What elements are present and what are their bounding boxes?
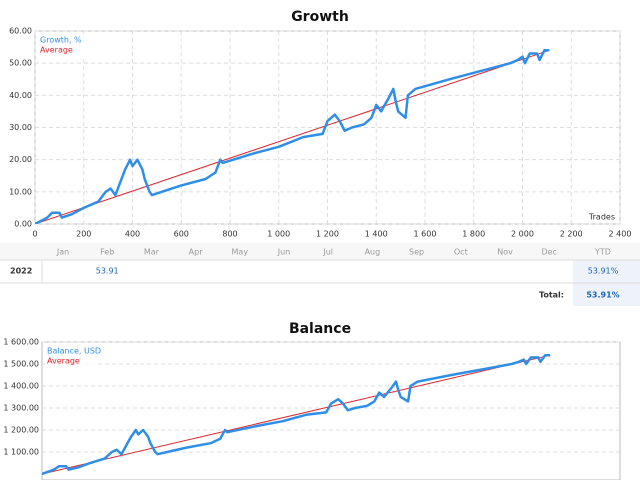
line-series (42, 353, 551, 476)
row-year: 2022 (10, 267, 32, 276)
x-tick-label: 2 400 (609, 230, 632, 239)
x-tick-label: 1 400 (365, 230, 388, 239)
x-tick-label: 200 (76, 230, 91, 239)
lines (42, 353, 551, 476)
month-header: Apr (189, 248, 204, 257)
x-tick-label: 1 600 (414, 230, 437, 239)
y-tick-label: 1 400.00 (3, 382, 39, 391)
x-tick-label: 1 800 (462, 230, 485, 239)
y-tick-label: 1 500.00 (3, 360, 39, 369)
y-tick-label: 1 100.00 (3, 448, 39, 457)
month-header: Jun (277, 248, 291, 257)
x-axis-label: Trades (588, 213, 615, 222)
y-tick-label: 1 600.00 (3, 338, 39, 347)
legend-entry: Average (47, 357, 80, 366)
month-header: Feb (100, 248, 114, 257)
y-tick-label: 0.00 (14, 220, 32, 229)
month-header: Dec (541, 248, 556, 257)
y-tick-label: 50.00 (9, 59, 32, 68)
y-tick-label: 1 300.00 (3, 404, 39, 413)
month-header: Jan (56, 248, 69, 257)
x-tick-label: 600 (174, 230, 189, 239)
y-tick-label: 10.00 (9, 187, 32, 196)
month-value: 53.91 (96, 267, 119, 276)
x-tick-label: 800 (222, 230, 237, 239)
y-tick-label: 60.00 (9, 27, 32, 36)
ytd-header: YTD (594, 248, 611, 257)
plot-area (41, 341, 621, 480)
line-series (35, 49, 550, 224)
x-tick-label: 1 200 (316, 230, 339, 239)
x-tick-label: 2 200 (560, 230, 583, 239)
month-header: Mar (144, 248, 160, 257)
legend-entry: Balance, USD (47, 347, 101, 356)
month-header: Aug (365, 248, 381, 257)
lines (35, 49, 550, 224)
month-header: Jul (322, 248, 333, 257)
plot-area (34, 30, 621, 225)
legend-entry: Growth, % (40, 36, 82, 45)
chart-title: Balance (289, 321, 351, 337)
y-tick-label: 40.00 (9, 91, 32, 100)
legend-entry: Average (40, 46, 73, 55)
legend-box (38, 34, 90, 56)
month-header: May (232, 248, 249, 257)
y-tick-label: 1 200.00 (3, 426, 39, 435)
month-header: Oct (454, 248, 468, 257)
line-series (42, 354, 551, 475)
month-header-bg (0, 243, 640, 260)
x-tick-label: 400 (125, 230, 140, 239)
y-tick-label: 20.00 (9, 155, 32, 164)
y-tick-label: 30.00 (9, 123, 32, 132)
month-header: Sep (409, 248, 424, 257)
total-label: Total: (539, 291, 564, 300)
month-header: Nov (497, 248, 513, 257)
x-tick-label: 0 (32, 230, 37, 239)
total-value: 53.91% (586, 291, 619, 300)
legend-box (45, 345, 97, 367)
line-series (35, 49, 550, 224)
x-tick-label: 2 000 (511, 230, 534, 239)
chart-title: Growth (291, 9, 349, 25)
ytd-value: 53.91% (588, 267, 619, 276)
x-tick-label: 1 000 (267, 230, 290, 239)
